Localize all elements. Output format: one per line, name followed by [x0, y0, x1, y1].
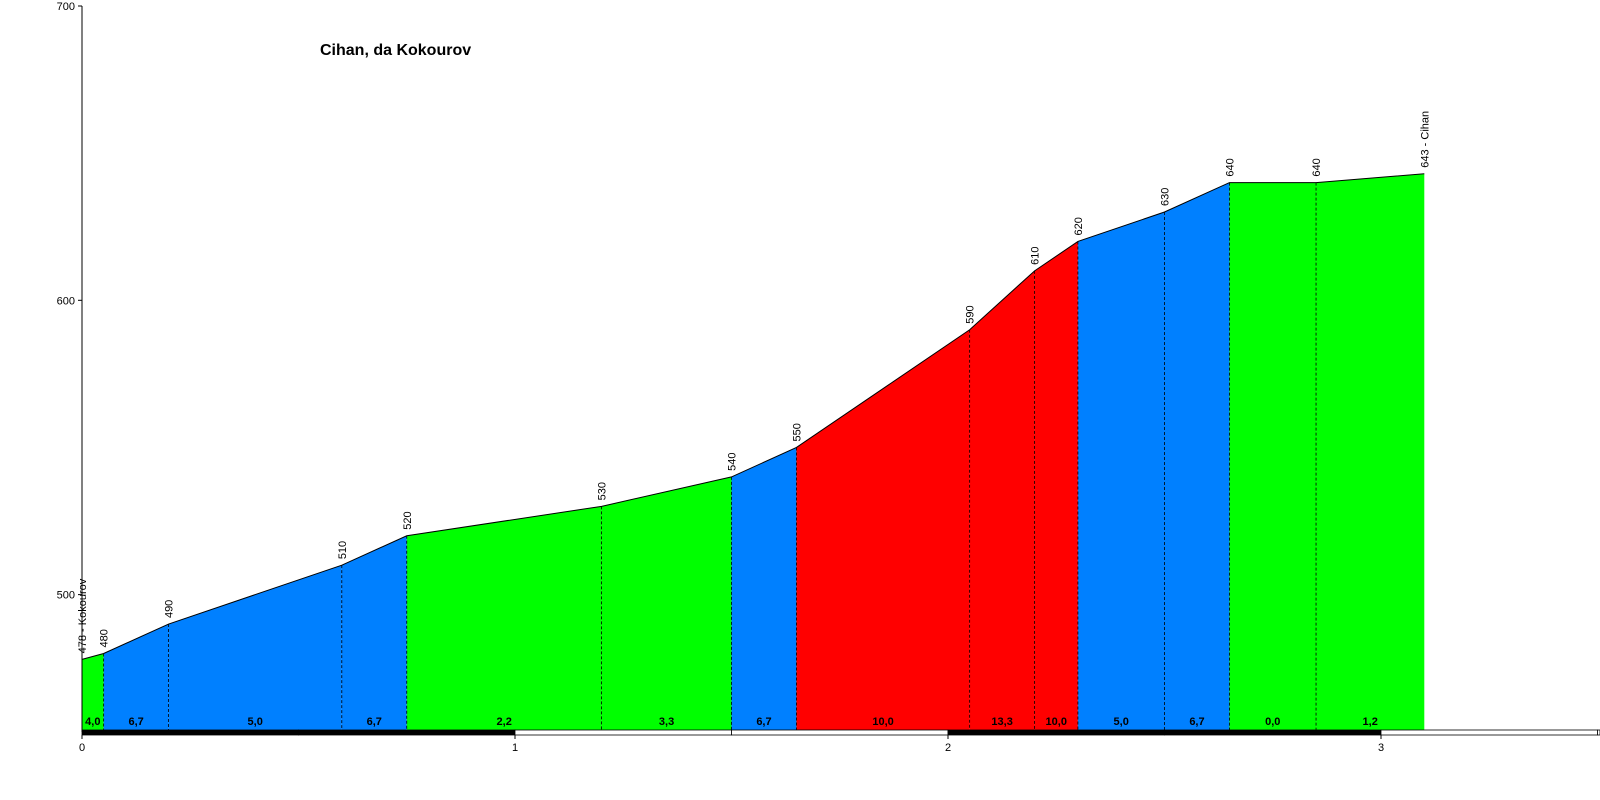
elevation-label: 630 [1160, 188, 1172, 206]
elevation-label: 640 [1224, 158, 1236, 176]
grade-label: 3,3 [659, 716, 674, 728]
grade-label: 6,7 [756, 716, 771, 728]
grade-labels: 4,0 6,7 5,0 6,7 2,2 3,3 6,7 10,0 13,3 10,0 5,0 6,7 0… [85, 716, 1378, 728]
chart-title: Cihan, da Kokourov [320, 42, 471, 59]
y-tick-label: 500 [57, 590, 75, 602]
grade-label: 6,7 [1189, 716, 1204, 728]
elevation-label: 590 [965, 305, 977, 323]
grade-label: 4,0 [85, 716, 100, 728]
elevation-label: 540 [727, 453, 739, 471]
elevation-label: 510 [337, 541, 349, 559]
grade-label: 5,0 [1114, 716, 1129, 728]
profile-segments [82, 173, 1425, 731]
x-scale-bar-segment [731, 729, 949, 736]
x-scale-bar-segment [1164, 729, 1382, 736]
profile-segment [796, 329, 970, 730]
grade-label: 10,0 [1046, 716, 1067, 728]
profile-segment [1034, 241, 1078, 731]
profile-segment [168, 565, 342, 730]
x-scale-bar-segment [514, 729, 732, 736]
profile-segment [969, 270, 1035, 730]
elevation-label: 610 [1030, 247, 1042, 265]
profile-segment [103, 624, 169, 730]
x-scale-bar-segment [947, 729, 1165, 736]
x-tick-label: 0 [79, 742, 85, 754]
elevation-label: 478 - Kokourov [77, 578, 89, 653]
elevation-label: 490 [164, 600, 176, 618]
x-tick-label: 1 [512, 742, 518, 754]
grade-label: 0,0 [1265, 716, 1280, 728]
elevation-label: 620 [1073, 217, 1085, 235]
profile-line [81, 173, 1425, 660]
x-tick-label: 2 [945, 742, 951, 754]
profile-segment [1229, 182, 1317, 730]
profile-outline [81, 173, 1425, 660]
x-tick-label: 3 [1378, 742, 1384, 754]
profile-segment [731, 447, 797, 730]
grade-label: 10,0 [872, 716, 893, 728]
grade-label: 6,7 [128, 716, 143, 728]
grade-label: 5,0 [248, 716, 263, 728]
grade-label: 2,2 [497, 716, 512, 728]
x-scale-bar-segment [81, 729, 299, 736]
x-scale-bar-segment [1597, 729, 1600, 736]
grade-label: 6,7 [367, 716, 382, 728]
elevation-label: 530 [597, 482, 609, 500]
elevation-label: 550 [791, 423, 803, 441]
y-tick-label: 600 [57, 295, 75, 307]
elevation-label: 480 [99, 629, 111, 647]
elevation-labels: 478 - Kokourov 480 490 510 520 530 540 550 590 61… [77, 111, 1431, 653]
grade-label: 1,2 [1363, 716, 1378, 728]
profile-segment [1077, 212, 1165, 731]
profile-segment [406, 506, 602, 730]
profile-segment [341, 535, 407, 730]
profile-segment [601, 476, 732, 730]
axes: 500 600 700 0 1 2 3 [57, 1, 1600, 754]
elevation-label: 520 [402, 511, 414, 529]
x-scale-bar-segment [298, 729, 516, 736]
segment-dividers [103, 182, 1317, 730]
profile-segment [82, 653, 104, 730]
y-tick-label: 700 [57, 1, 75, 13]
profile-segment [1316, 173, 1425, 730]
elevation-label: 643 - Cihan [1419, 111, 1431, 168]
x-scale-bar-segment [1380, 729, 1598, 736]
profile-segment [1164, 182, 1230, 730]
elevation-label: 640 [1311, 158, 1323, 176]
grade-label: 13,3 [991, 716, 1012, 728]
